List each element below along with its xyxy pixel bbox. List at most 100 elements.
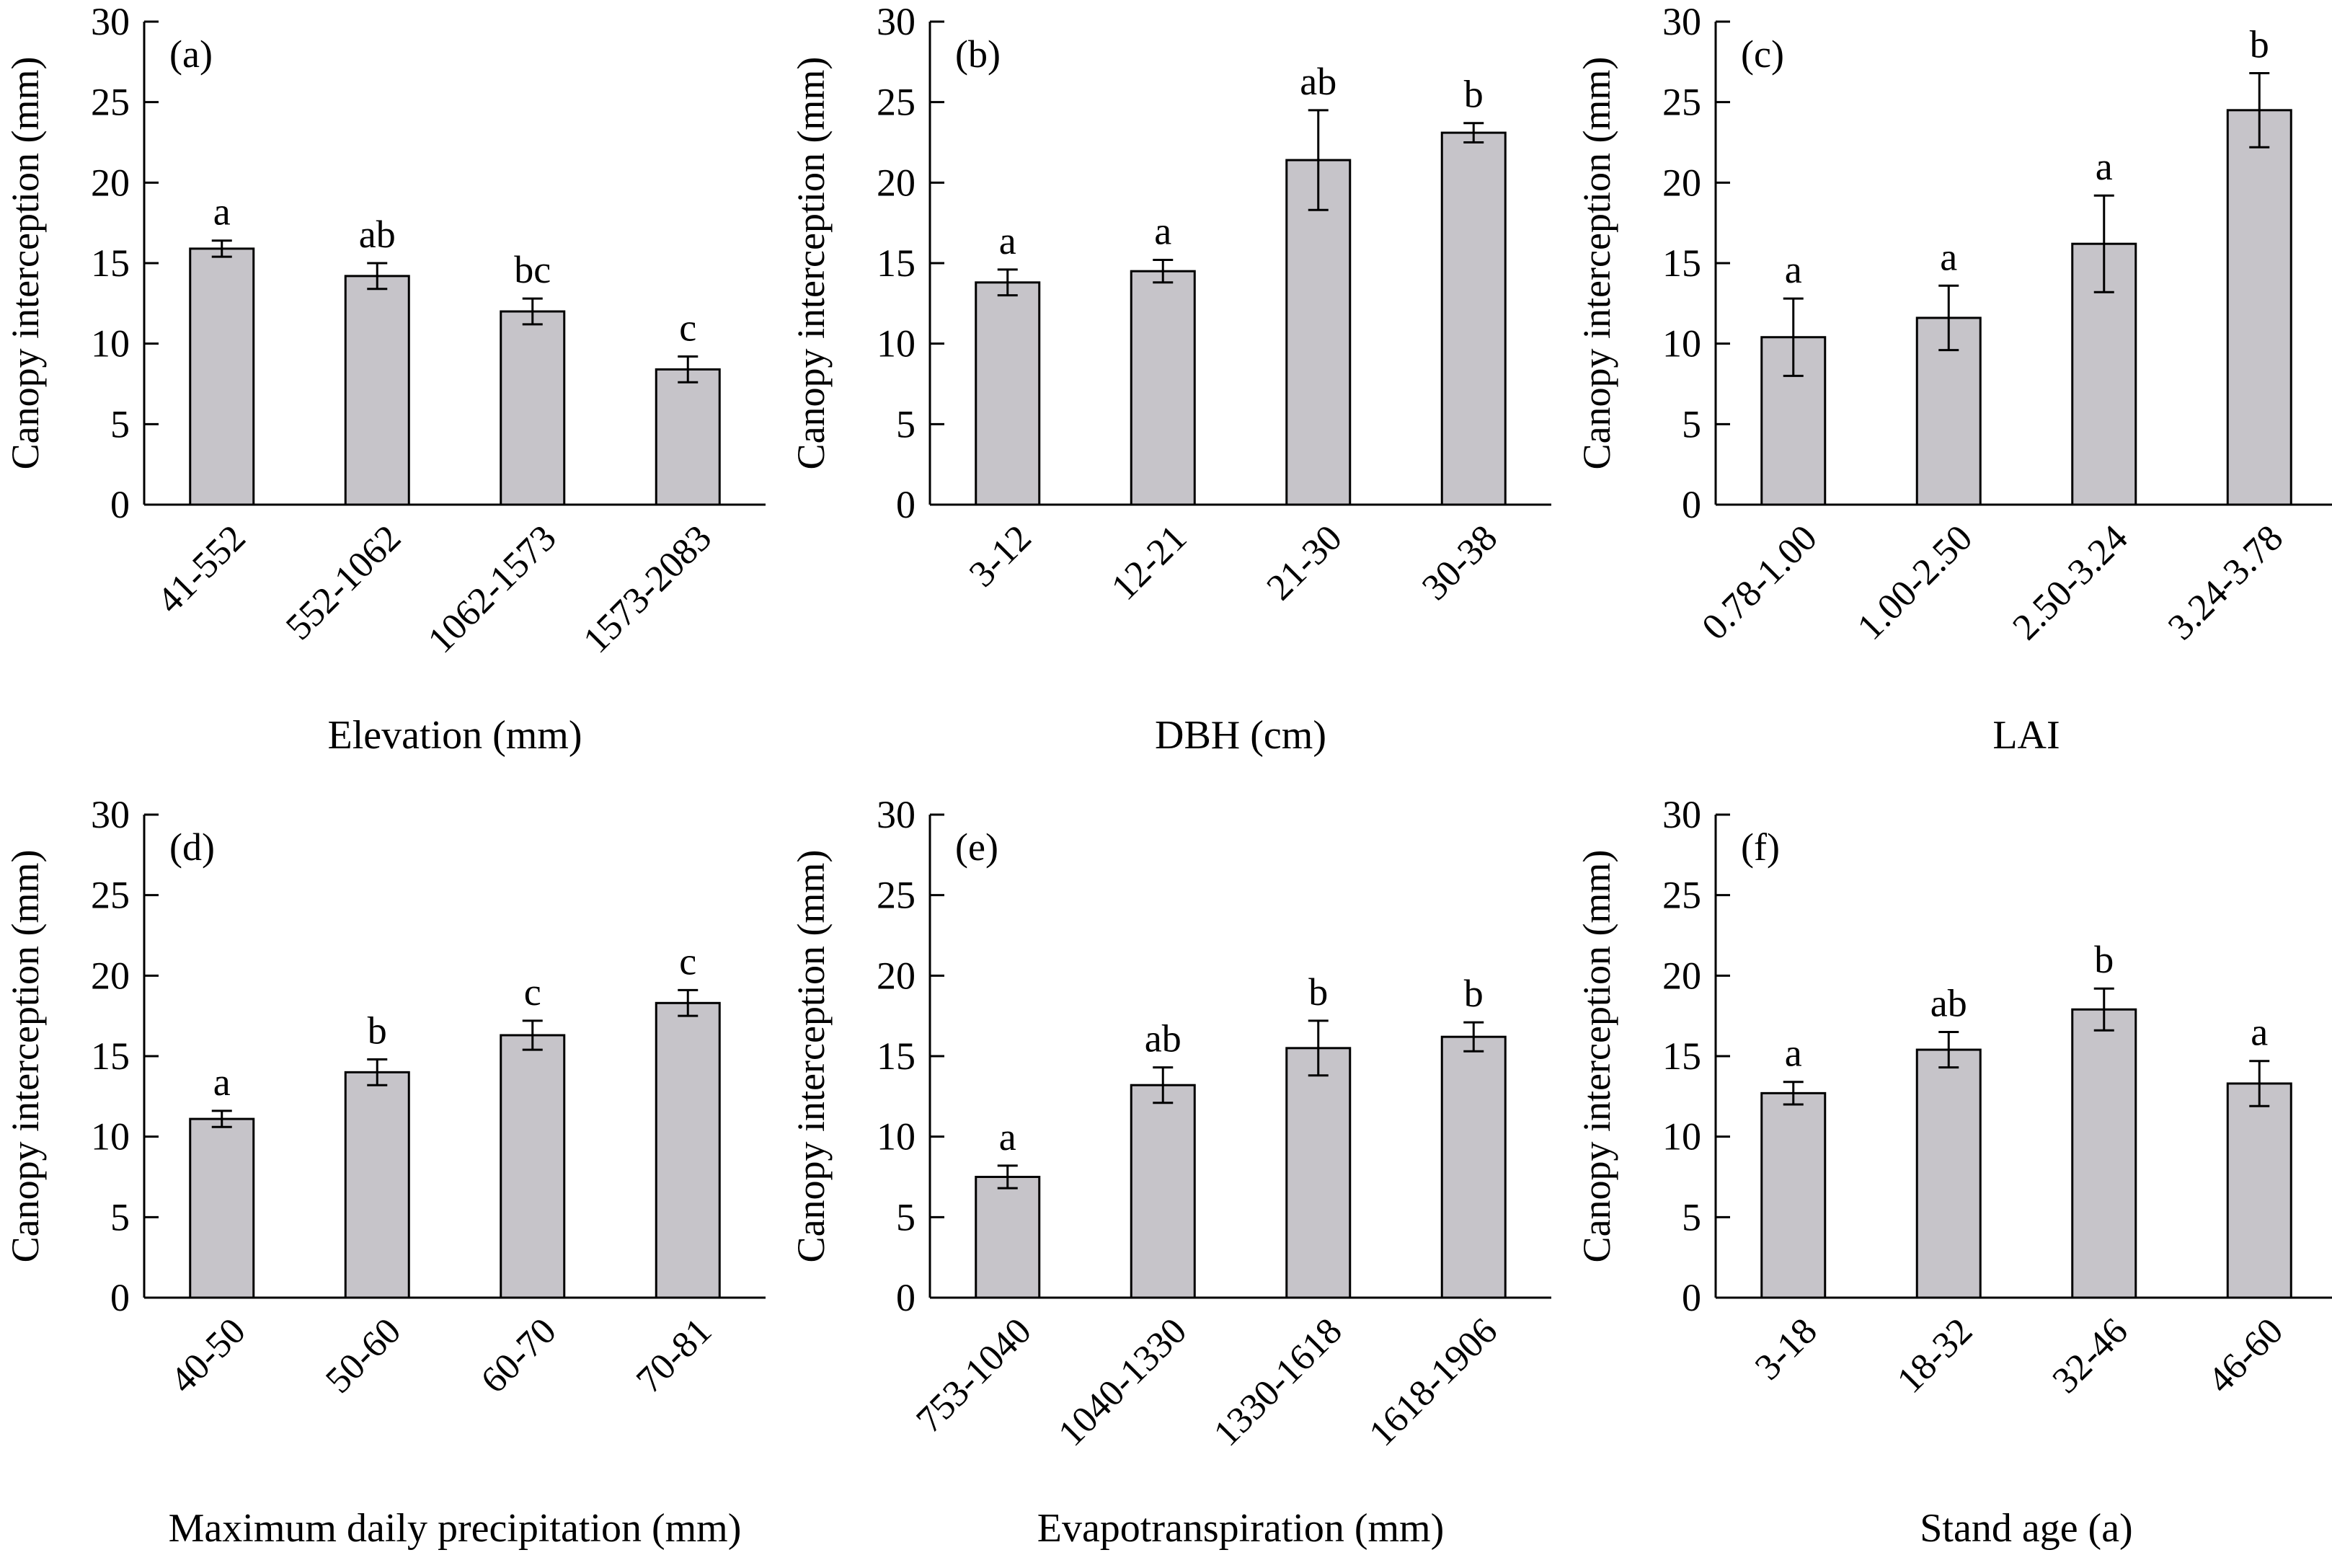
x-tick-label: 70-81 [629,1311,719,1401]
bar [2071,1008,2137,1299]
bar [344,275,410,506]
significance-letter: b [1308,970,1328,1014]
y-tick-label: 20 [877,954,915,997]
y-tick-label: 20 [1662,954,1701,997]
y-tick-label: 15 [91,242,130,285]
significance-letter: c [679,939,696,983]
bar [1285,1047,1352,1299]
significance-letter: ab [1145,1017,1181,1060]
significance-letter: a [1785,248,1802,291]
significance-letter: a [2096,145,2113,188]
significance-letter: a [213,190,231,234]
panel-label: (c) [1741,32,1784,76]
bar [655,368,721,506]
panel-label: (e) [955,825,998,869]
x-axis-title: Evapotranspiration (mm) [1037,1506,1445,1551]
panel-label: (f) [1741,825,1780,869]
bar [1130,270,1196,506]
x-axis-title: DBH (cm) [1155,713,1326,758]
chart-panel: a 3-18 ab 18-32 b 32-46 a 46-60 0 5 10 15 20 25 30 (f) C… [1575,793,2332,1551]
y-axis-title: Canopy interception (mm) [1575,57,1618,470]
x-tick-label: 2.50-3.24 [2005,518,2135,648]
bar [1760,1091,1827,1299]
significance-letter: b [1464,73,1484,116]
significance-letter: b [2250,22,2269,66]
significance-letter: b [368,1009,387,1052]
bar [500,1034,566,1299]
x-tick-label: 1.00-2.50 [1850,518,1980,648]
y-tick-label: 0 [896,483,915,526]
y-tick-label: 15 [877,1035,915,1078]
bar [344,1071,410,1299]
significance-letter: a [1940,235,1957,278]
bar [189,247,255,506]
y-tick-label: 30 [877,793,915,836]
bar [500,310,566,506]
y-tick-label: 10 [91,322,130,366]
y-tick-label: 25 [877,81,915,124]
significance-letter: b [2094,938,2114,981]
significance-letter: a [999,219,1016,262]
bar [2226,1082,2292,1299]
y-tick-label: 15 [1662,1035,1701,1078]
y-tick-label: 20 [877,161,915,204]
y-tick-label: 5 [896,402,915,446]
y-axis-title: Canopy interception (mm) [789,850,833,1263]
y-tick-label: 15 [1662,242,1701,285]
bar [1130,1084,1196,1299]
x-tick-label: 1618-1906 [1362,1311,1506,1455]
x-tick-label: 46-60 [2200,1311,2291,1401]
y-tick-label: 25 [877,874,915,917]
significance-letter: c [524,970,541,1014]
y-tick-label: 0 [1682,1276,1701,1319]
x-tick-label: 30-38 [1414,518,1505,608]
bar [2226,109,2292,506]
x-tick-label: 3-18 [1747,1311,1825,1388]
x-tick-label: 41-552 [149,518,253,621]
panel-label: (b) [955,32,1001,76]
significance-letter: a [999,1115,1016,1159]
bar [975,1176,1041,1299]
y-tick-label: 10 [1662,1115,1701,1159]
chart-panel: a 41-552 ab 552-1062 bc 1062-1573 c 1573-2083 0 5… [4,0,766,758]
y-axis-title: Canopy interception (mm) [789,57,833,470]
y-tick-label: 0 [1682,483,1701,526]
bar [655,1001,721,1299]
significance-letter: b [1464,972,1484,1015]
y-tick-label: 30 [877,0,915,43]
x-tick-label: 1040-1330 [1051,1311,1195,1455]
panel-label: (d) [169,825,215,869]
x-tick-label: 1330-1618 [1206,1311,1350,1455]
significance-letter: c [679,306,696,350]
y-tick-label: 20 [91,954,130,997]
x-tick-label: 40-50 [163,1311,254,1401]
bar [189,1117,255,1299]
y-tick-label: 30 [91,793,130,836]
y-axis-title: Canopy interception (mm) [4,57,47,470]
y-tick-label: 15 [877,242,915,285]
x-axis-title: Elevation (mm) [327,713,582,758]
x-tick-label: 1573-2083 [576,518,720,662]
significance-letter: ab [1300,60,1336,103]
x-tick-label: 3.24-3.78 [2160,518,2291,648]
y-tick-label: 15 [91,1035,130,1078]
x-tick-label: 552-1062 [278,518,409,648]
bar [2071,242,2137,506]
significance-letter: ab [1930,982,1967,1025]
chart-panel: a 40-50 b 50-60 c 60-70 c 70-81 0 5 10 15 20 25 30 (d) C… [4,793,766,1551]
chart-panel: a 3-12 a 12-21 ab 21-30 b 30-38 0 5 10 15 20 25 30 (b) C… [789,0,1551,758]
y-tick-label: 30 [1662,0,1701,43]
significance-letter: a [1785,1032,1802,1075]
y-tick-label: 30 [91,0,130,43]
y-tick-label: 0 [110,1276,130,1319]
x-tick-label: 0.78-1.00 [1694,518,1825,648]
y-tick-label: 10 [877,322,915,366]
y-tick-label: 20 [91,161,130,204]
bar [1440,1035,1507,1299]
x-tick-label: 3-12 [962,518,1039,595]
y-tick-label: 10 [1662,322,1701,366]
y-axis-title: Canopy interception (mm) [1575,850,1618,1263]
significance-letter: a [1154,210,1171,253]
y-tick-label: 25 [91,81,130,124]
significance-letter: ab [359,213,396,256]
